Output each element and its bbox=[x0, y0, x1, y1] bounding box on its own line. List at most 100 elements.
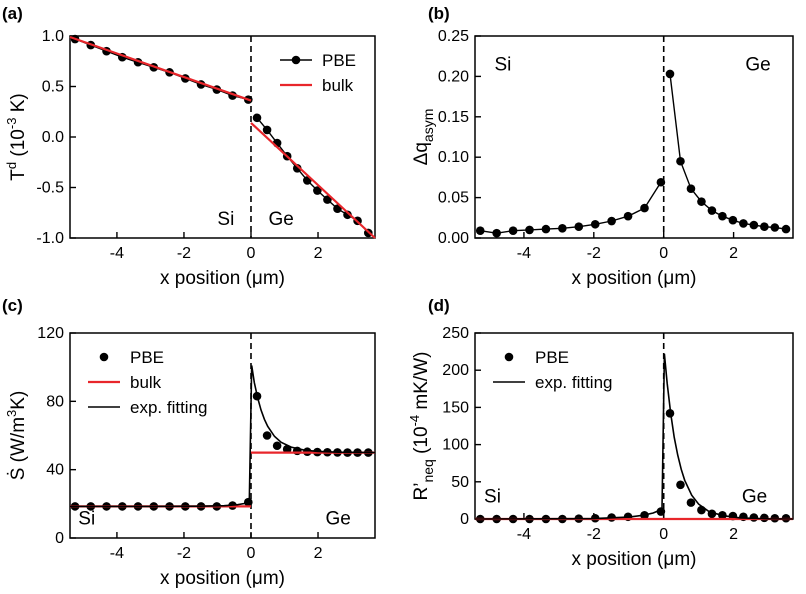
panel-d-ylabel: R’neq (10-4 mK/W) bbox=[407, 352, 436, 501]
panel-c-ytick-label: 0 bbox=[55, 530, 64, 547]
panel-c-xtick-label: -2 bbox=[177, 545, 191, 562]
panel-a-series-bulk-line bbox=[69, 35, 252, 102]
panel-c-legend-entry-exp-fitting: exp. fitting bbox=[130, 398, 208, 417]
panel-b-series-pbe-line bbox=[480, 181, 662, 234]
ylabel-main: R’ bbox=[411, 483, 432, 501]
panel-c-xtick-label: 0 bbox=[247, 545, 256, 562]
panel-b-xtick-label: 2 bbox=[729, 245, 738, 262]
panel-a-annotation-ge: Ge bbox=[268, 209, 293, 230]
panel-d-annotation-ge: Ge bbox=[742, 487, 767, 508]
ylabel-main: Δq bbox=[411, 142, 432, 165]
panel-d-series-exp-fitting-line bbox=[474, 353, 794, 520]
panel-c-ytick-label: 120 bbox=[37, 325, 64, 342]
panel-b-series-pbe-point bbox=[590, 219, 600, 229]
panel-a-xlabel: x position (μm) bbox=[160, 268, 285, 289]
panel-b-series-pbe-point bbox=[760, 222, 769, 231]
panel-a-label: (a) bbox=[2, 4, 23, 23]
ylabel-sub: asym bbox=[420, 109, 436, 142]
panel-a-series-pbe-point bbox=[313, 186, 322, 195]
panel-b-xtick-label: -2 bbox=[587, 245, 601, 262]
panel-b-series-pbe-point bbox=[676, 156, 685, 166]
panel-a-legend-entry-bulk: bulk bbox=[322, 76, 354, 95]
panel-b-xtick-label: 0 bbox=[659, 245, 668, 262]
panel-d-legend-swatch-marker bbox=[504, 352, 514, 362]
panel-d-ytick-label: 200 bbox=[442, 362, 469, 379]
panel-c-legend-entry-bulk: bulk bbox=[130, 373, 162, 392]
panel-d-xtick-label: -4 bbox=[517, 526, 531, 543]
panel-c-label: (c) bbox=[2, 296, 23, 315]
panel-a-legend-swatch-marker bbox=[291, 55, 301, 65]
panel-a-ytick-label: 0.0 bbox=[42, 129, 64, 146]
panel-a-xtick-label: -2 bbox=[177, 245, 191, 262]
panel-b-series-pbe-point bbox=[739, 219, 748, 228]
panel-a-ytick-label: -1.0 bbox=[36, 230, 64, 247]
panel-b-ytick-label: 0.25 bbox=[438, 28, 469, 45]
ylabel-sup: d bbox=[4, 162, 19, 169]
panel-b-series-pbe-point bbox=[558, 224, 567, 233]
panel-b-series-pbe-point bbox=[707, 206, 717, 215]
panel-b-ytick-label: 0.20 bbox=[438, 68, 469, 85]
panel-b-ylabel: Δqasym bbox=[411, 109, 436, 166]
panel-c-annotation-ge: Ge bbox=[325, 508, 350, 529]
panel-d-xtick-label: -2 bbox=[587, 526, 601, 543]
panel-b-series-pbe-point bbox=[728, 215, 738, 225]
panel-b-series-pbe-point bbox=[623, 211, 633, 221]
panel-d-ytick-label: 250 bbox=[442, 325, 469, 342]
panel-b-ytick-label: 0.10 bbox=[438, 149, 469, 166]
ylabel-rest: (10 bbox=[8, 129, 29, 162]
panel-b-series-pbe-point bbox=[525, 225, 534, 235]
panel-b-ytick-label: 0.00 bbox=[438, 230, 469, 247]
panel-a-series-pbe-point bbox=[262, 125, 272, 135]
panel-a-series-pbe-point bbox=[252, 113, 262, 123]
panel-a-ytick-label: 0.5 bbox=[42, 79, 64, 96]
ylabel-main: Ṡ (W/m bbox=[7, 417, 29, 480]
panel-b-series-pbe-point bbox=[665, 69, 675, 79]
panel-c-series-pbe-point bbox=[272, 441, 282, 451]
panel-a-series-pbe-point bbox=[323, 195, 332, 204]
panel-d-ytick-label: 100 bbox=[442, 437, 469, 454]
panel-c-ytick-label: 40 bbox=[46, 462, 64, 479]
panel-b: (b) -4 -2 0 2 0.00 0.05 0.10 0.15 0.20 0.25 x posit… bbox=[411, 4, 794, 289]
panel-b-series-pbe-point bbox=[574, 222, 584, 231]
ylabel-end: mK/W) bbox=[411, 352, 432, 415]
panel-d-series-pbe-point bbox=[676, 480, 685, 490]
panel-a: (a) -4 -2 0 2 -1.0 -0.5 0.0 0.5 1.0 x position (μm… bbox=[2, 4, 376, 289]
panel-a-xtick-label: -4 bbox=[110, 245, 124, 262]
ylabel-sup: -4 bbox=[407, 415, 422, 427]
panel-c-ytick-label: 80 bbox=[46, 393, 64, 410]
panel-d-legend-entry-pbe: PBE bbox=[535, 348, 569, 367]
ylabel-sup2: -3 bbox=[4, 118, 19, 130]
ylabel-main: T bbox=[8, 169, 29, 181]
panel-b-series-pbe-point bbox=[697, 197, 706, 206]
panel-c-ylabel: Ṡ (W/m3K) bbox=[4, 391, 29, 481]
panel-a-ylabel: Td (10-3 K) bbox=[4, 93, 29, 180]
panel-b-label: (b) bbox=[428, 4, 450, 23]
panel-a-ytick-label: -0.5 bbox=[36, 180, 64, 197]
panel-a-xtick-label: 2 bbox=[314, 245, 323, 262]
ylabel-end: K) bbox=[8, 93, 29, 117]
panel-a-series-pbe-point bbox=[292, 164, 302, 173]
panel-c-xtick-label: 2 bbox=[314, 545, 323, 562]
panel-b-series-pbe-point bbox=[607, 216, 616, 226]
panel-a-ytick-label: 1.0 bbox=[42, 28, 64, 45]
ylabel-rest: (10 bbox=[411, 426, 432, 459]
ylabel-sub: neq bbox=[420, 459, 436, 482]
panel-a-annotation-si: Si bbox=[217, 209, 234, 230]
panel-a-series-bulk-line bbox=[250, 122, 376, 239]
panel-b-series-pbe-point bbox=[492, 228, 501, 238]
panel-d-ytick-label: 150 bbox=[442, 399, 469, 416]
panel-c-legend-entry-pbe: PBE bbox=[130, 348, 164, 367]
panel-b-series-pbe-point bbox=[770, 223, 780, 232]
panel-b-xlabel: x position (μm) bbox=[572, 268, 697, 289]
panel-b-series-pbe-point bbox=[718, 211, 727, 221]
panel-d-xtick-label: 2 bbox=[729, 526, 738, 543]
panel-b-series-pbe-line bbox=[669, 73, 787, 230]
panel-d-series-pbe-point bbox=[686, 498, 696, 507]
panel-d-ytick-label: 50 bbox=[451, 474, 469, 491]
panel-b-axes-frame bbox=[474, 35, 794, 239]
panel-d-legend-entry-exp-fitting: exp. fitting bbox=[535, 373, 613, 392]
panel-c-xlabel: x position (μm) bbox=[160, 568, 285, 589]
panel-c-annotation-si: Si bbox=[78, 508, 95, 529]
ylabel-sup: 3 bbox=[4, 410, 19, 417]
